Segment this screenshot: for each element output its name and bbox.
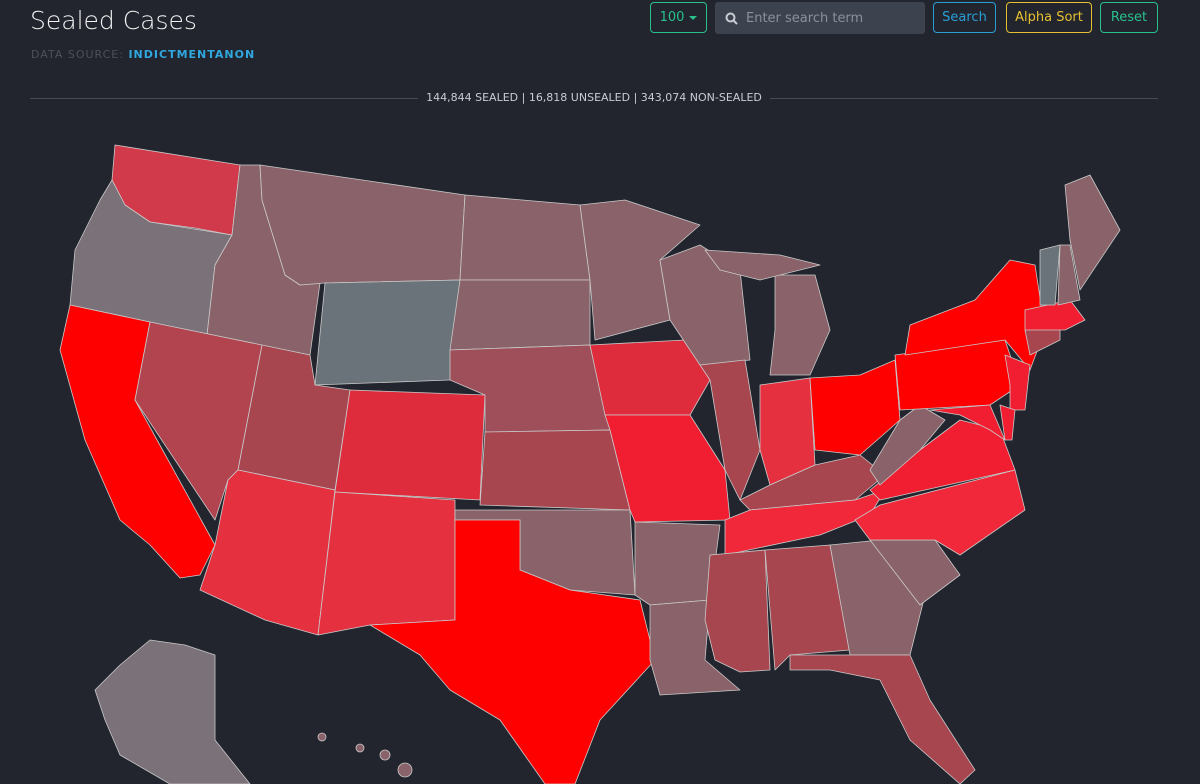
- state[interactable]: [1004, 354, 1031, 411]
- state[interactable]: [1039, 244, 1061, 306]
- state[interactable]: [334, 389, 486, 501]
- state[interactable]: [769, 274, 831, 376]
- summary-text: 144,844 SEALED | 16,818 UNSEALED | 343,0…: [418, 91, 770, 104]
- state[interactable]: [789, 654, 976, 784]
- state[interactable]: [317, 491, 456, 636]
- state[interactable]: [94, 639, 251, 784]
- search-placeholder: Enter search term: [746, 10, 864, 26]
- source-label: DATA SOURCE:: [31, 48, 124, 61]
- island[interactable]: [317, 732, 327, 742]
- state[interactable]: [704, 249, 821, 281]
- state[interactable]: [1057, 244, 1081, 306]
- page-size-dropdown[interactable]: 100: [650, 2, 707, 33]
- alpha-sort-button[interactable]: Alpha Sort: [1006, 2, 1092, 33]
- state[interactable]: [369, 519, 656, 784]
- island[interactable]: [397, 762, 413, 778]
- search-icon: [725, 12, 738, 25]
- island[interactable]: [355, 743, 365, 753]
- state[interactable]: [604, 414, 731, 523]
- states: [59, 144, 1121, 784]
- state[interactable]: [704, 549, 771, 673]
- data-source: DATA SOURCE: INDICTMENTANON: [31, 48, 255, 61]
- state[interactable]: [764, 544, 851, 671]
- search-button[interactable]: Search: [933, 2, 996, 33]
- summary: 144,844 SEALED | 16,818 UNSEALED | 343,0…: [0, 91, 1188, 104]
- state[interactable]: [259, 164, 466, 286]
- state[interactable]: [809, 359, 901, 456]
- state[interactable]: [459, 194, 591, 281]
- page-title: Sealed Cases: [30, 6, 197, 35]
- source-link[interactable]: INDICTMENTANON: [128, 48, 256, 61]
- state[interactable]: [659, 244, 751, 366]
- state[interactable]: [869, 404, 946, 486]
- state[interactable]: [449, 279, 591, 351]
- state[interactable]: [1064, 174, 1121, 291]
- state[interactable]: [479, 429, 631, 511]
- search-input[interactable]: Enter search term: [715, 2, 925, 34]
- state[interactable]: [314, 279, 461, 386]
- state[interactable]: [929, 404, 1006, 441]
- state[interactable]: [854, 469, 1026, 556]
- page-size: 100: [659, 10, 685, 25]
- state[interactable]: [724, 489, 886, 556]
- state[interactable]: [589, 339, 711, 416]
- island[interactable]: [379, 749, 391, 761]
- reset-button[interactable]: Reset: [1100, 2, 1158, 33]
- state[interactable]: [999, 404, 1016, 441]
